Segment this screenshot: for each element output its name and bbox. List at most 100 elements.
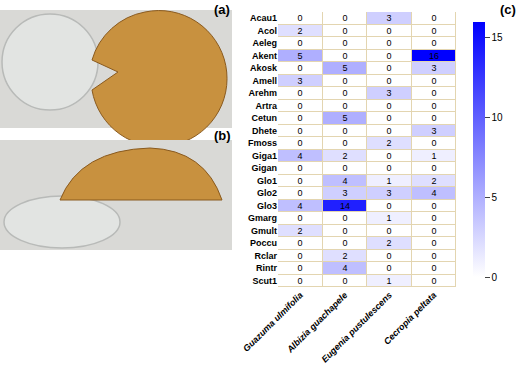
svg-text:0: 0: [386, 163, 391, 173]
svg-text:0: 0: [297, 163, 302, 173]
svg-text:4: 4: [297, 201, 302, 211]
svg-text:10: 10: [492, 112, 504, 123]
svg-text:0: 0: [297, 263, 302, 273]
svg-text:0: 0: [431, 238, 436, 248]
svg-text:0: 0: [386, 63, 391, 73]
svg-text:0: 0: [342, 226, 347, 236]
svg-text:Gigan: Gigan: [251, 163, 277, 173]
svg-text:Glo2: Glo2: [257, 188, 277, 198]
svg-text:0: 0: [297, 63, 302, 73]
svg-text:4: 4: [297, 151, 302, 161]
svg-text:Acol: Acol: [257, 26, 277, 36]
svg-text:0: 0: [342, 276, 347, 286]
svg-text:0: 0: [297, 113, 302, 123]
svg-text:14: 14: [340, 201, 350, 211]
svg-text:Dhete: Dhete: [252, 126, 277, 136]
svg-text:0: 0: [342, 88, 347, 98]
svg-text:0: 0: [386, 38, 391, 48]
svg-text:0: 0: [431, 76, 436, 86]
svg-text:0: 0: [431, 276, 436, 286]
svg-text:4: 4: [342, 263, 347, 273]
svg-text:0: 0: [386, 263, 391, 273]
svg-text:5: 5: [492, 192, 498, 203]
svg-text:0: 0: [297, 188, 302, 198]
svg-text:1: 1: [386, 276, 391, 286]
svg-text:0: 0: [431, 263, 436, 273]
svg-text:2: 2: [342, 151, 347, 161]
svg-text:0: 0: [386, 51, 391, 61]
svg-text:0: 0: [386, 101, 391, 111]
svg-text:15: 15: [492, 32, 504, 43]
svg-text:Gmarg: Gmarg: [248, 213, 277, 223]
svg-text:0: 0: [431, 113, 436, 123]
svg-text:3: 3: [386, 13, 391, 23]
svg-text:0: 0: [431, 38, 436, 48]
svg-text:0: 0: [297, 13, 302, 23]
svg-text:1: 1: [386, 213, 391, 223]
svg-text:0: 0: [386, 226, 391, 236]
svg-text:Aeleg: Aeleg: [252, 38, 277, 48]
svg-text:0: 0: [342, 26, 347, 36]
svg-text:0: 0: [297, 101, 302, 111]
svg-text:0: 0: [431, 213, 436, 223]
svg-text:Acau1: Acau1: [250, 13, 277, 23]
svg-text:3: 3: [386, 88, 391, 98]
svg-text:0: 0: [386, 251, 391, 261]
svg-text:0: 0: [386, 113, 391, 123]
svg-text:Rclar: Rclar: [254, 251, 277, 261]
svg-text:0: 0: [431, 26, 436, 36]
svg-text:Amell: Amell: [252, 76, 277, 86]
svg-text:3: 3: [431, 126, 436, 136]
svg-text:Guazuma ulmifolia: Guazuma ulmifolia: [241, 290, 305, 354]
svg-text:0: 0: [342, 238, 347, 248]
svg-text:Rintr: Rintr: [256, 263, 277, 273]
svg-text:0: 0: [342, 126, 347, 136]
svg-text:2: 2: [297, 226, 302, 236]
svg-text:Poccu: Poccu: [250, 238, 277, 248]
svg-text:4: 4: [431, 188, 436, 198]
svg-text:0: 0: [431, 226, 436, 236]
svg-text:5: 5: [342, 113, 347, 123]
svg-text:Akosk: Akosk: [250, 63, 278, 73]
svg-text:Glo3: Glo3: [257, 201, 277, 211]
svg-text:3: 3: [431, 63, 436, 73]
svg-text:0: 0: [386, 76, 391, 86]
svg-text:0: 0: [431, 88, 436, 98]
svg-text:0: 0: [386, 151, 391, 161]
svg-text:0: 0: [342, 13, 347, 23]
svg-text:0: 0: [342, 138, 347, 148]
svg-text:Arehm: Arehm: [248, 88, 277, 98]
svg-text:4: 4: [342, 176, 347, 186]
svg-text:0: 0: [342, 101, 347, 111]
svg-text:Akent: Akent: [252, 51, 277, 61]
svg-text:Cecropia peltata: Cecropia peltata: [382, 290, 439, 347]
svg-text:0: 0: [297, 126, 302, 136]
svg-text:0: 0: [297, 38, 302, 48]
svg-text:Eugenia pustulescens: Eugenia pustulescens: [320, 290, 394, 364]
svg-text:0: 0: [297, 213, 302, 223]
svg-text:3: 3: [386, 188, 391, 198]
svg-text:0: 0: [386, 201, 391, 211]
svg-text:Gmult: Gmult: [251, 226, 277, 236]
svg-text:1: 1: [431, 151, 436, 161]
svg-text:0: 0: [431, 201, 436, 211]
svg-text:Scut1: Scut1: [252, 276, 277, 286]
svg-text:Albizia guachapele: Albizia guachapele: [284, 290, 349, 355]
svg-text:5: 5: [297, 51, 302, 61]
svg-text:3: 3: [342, 188, 347, 198]
svg-text:0: 0: [297, 88, 302, 98]
svg-text:Giga1: Giga1: [252, 151, 277, 161]
svg-text:Cetun: Cetun: [252, 113, 278, 123]
svg-text:0: 0: [386, 126, 391, 136]
svg-text:Glo1: Glo1: [257, 176, 277, 186]
svg-text:0: 0: [431, 138, 436, 148]
svg-text:2: 2: [386, 138, 391, 148]
svg-text:Artra: Artra: [255, 101, 278, 111]
svg-text:2: 2: [386, 238, 391, 248]
svg-text:16: 16: [429, 51, 439, 61]
svg-text:1: 1: [386, 176, 391, 186]
svg-text:0: 0: [386, 26, 391, 36]
svg-text:0: 0: [431, 251, 436, 261]
svg-text:0: 0: [431, 13, 436, 23]
svg-text:0: 0: [342, 213, 347, 223]
